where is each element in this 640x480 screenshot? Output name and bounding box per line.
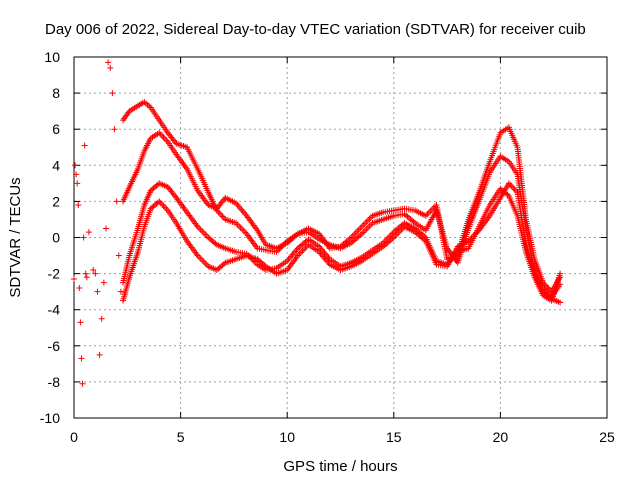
y-axis-label: SDTVAR / TECUs [7,177,24,297]
data-point-marker [107,64,114,71]
data-point-marker [157,199,164,206]
data-point-marker [161,135,168,142]
data-point-marker [76,285,83,292]
data-point-marker [203,232,210,239]
data-point-marker [504,191,511,198]
data-point-marker [111,126,118,133]
y-tick-label: -2 [48,266,61,282]
x-tick-label: 15 [386,429,402,445]
data-point-marker [100,279,107,286]
data-point-marker [83,274,90,281]
y-tick-label: 0 [52,230,60,246]
data-point-marker [261,262,268,269]
x-tick-label: 5 [177,429,185,445]
data-point-marker [115,252,122,259]
chart-title: Day 006 of 2022, Sidereal Day-to-day VTE… [45,21,586,38]
grid [74,57,607,418]
data-point-marker [202,260,209,267]
y-tick-label: 2 [52,193,60,209]
y-tick-label: -4 [48,302,61,318]
data-point-marker [508,183,515,190]
data-point-marker [92,270,99,277]
axis-ticks: 0 5 10 15 20 25 -10 -8 -6 -4 -2 0 2 4 6 8 10 [40,49,615,445]
data-point-marker [557,270,564,277]
x-tick-label: 20 [493,429,509,445]
data-point-marker [157,131,164,138]
data-point-marker [146,103,153,110]
data-point-marker [237,224,244,231]
data-point-marker [557,299,564,306]
data-point-marker [238,206,245,213]
data-point-marker [197,255,204,262]
data-point-marker [199,257,206,264]
y-tick-label: -10 [40,410,60,426]
y-tick-label: 4 [52,157,60,173]
data-point-marker [219,213,226,220]
data-point-marker [117,288,124,295]
data-point-marker [78,355,85,362]
data-point-marker [317,245,324,252]
data-point-marker [547,294,554,301]
data-point-marker [71,276,77,283]
data-point-marker [75,202,82,209]
data-point-marker [239,226,246,233]
data-point-marker [366,215,373,222]
data-point-marker [239,208,246,215]
data-point-marker [72,162,79,169]
data-point-marker [200,258,207,265]
x-tick-label: 0 [70,429,78,445]
y-tick-label: -6 [48,338,61,354]
data-point-marker [90,266,97,273]
y-tick-label: 10 [44,49,60,65]
data-point-marker [74,180,81,187]
data-point-marker [236,223,243,230]
data-point-marker [510,184,517,191]
data-point-marker [113,198,120,205]
data-point-marker [80,234,87,241]
data-point-marker [160,202,167,209]
data-point-marker [82,270,89,277]
data-point-marker [161,204,168,211]
data-point-marker [105,59,112,66]
x-tick-label: 25 [599,429,615,445]
data-point-marker [142,100,149,107]
data-point-marker [81,142,88,149]
data-point-marker [77,319,84,326]
data-point-marker [196,254,203,261]
data-point-marker [196,225,203,232]
data-point-marker [199,228,206,235]
data-point-marker [427,208,434,215]
x-axis-label: GPS time / hours [283,458,397,475]
x-tick-label: 10 [279,429,295,445]
data-point-marker [212,240,219,247]
data-point-marker [102,225,109,232]
data-point-marker [202,231,209,238]
y-tick-label: 6 [52,121,60,137]
y-tick-label: 8 [52,85,60,101]
y-tick-label: -8 [48,374,61,390]
data-point-marker [237,204,244,211]
data-point-marker [160,134,167,141]
data-point-marker [240,227,247,234]
data-point-marker [73,171,80,178]
data-point-marker [235,203,242,210]
data-point-marker [242,229,249,236]
data-point-marker [96,351,103,358]
data-point-marker [163,205,170,212]
data-point-marker [109,90,116,97]
data-point-marker [241,209,248,216]
data-point-marker [94,288,101,295]
data-point-marker [218,211,225,218]
data-point-marker [197,226,204,233]
data-point-marker [200,229,207,236]
data-point-marker [79,380,86,387]
data-point-marker [85,229,92,236]
data-point-marker [163,137,170,144]
data-point-marker [216,210,223,217]
data-point-marker [220,260,227,267]
data-point-marker [98,315,105,322]
data-point-marker [424,211,431,218]
data-markers [71,59,564,387]
